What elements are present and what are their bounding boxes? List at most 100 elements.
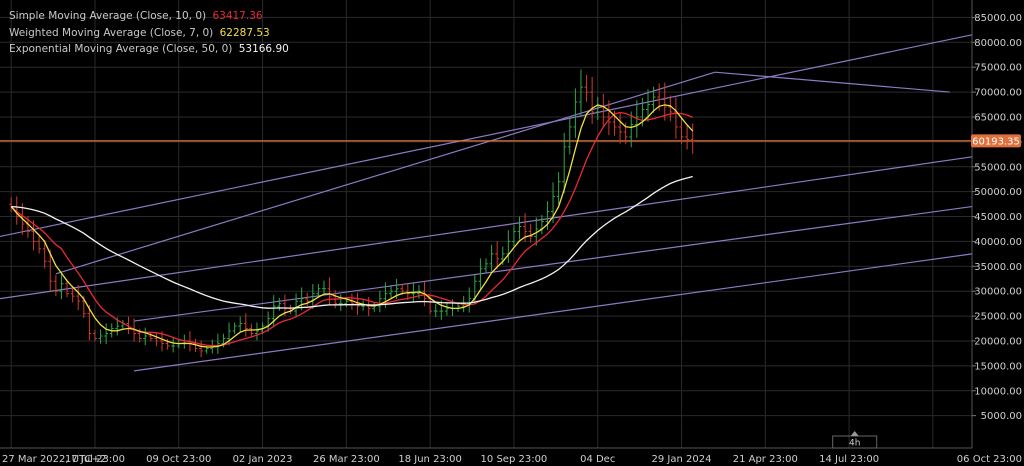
price-bar xyxy=(506,230,511,263)
price-bar xyxy=(87,305,92,341)
price-bar xyxy=(9,197,14,213)
trendline-descending-line[interactable] xyxy=(714,71,950,93)
price-bar xyxy=(377,290,382,313)
price-bar xyxy=(511,225,516,247)
price-bar xyxy=(232,322,237,334)
x-tick-label: 14 Jul 23:00 xyxy=(819,454,879,465)
y-tick-label: 40000.00 xyxy=(974,237,1022,248)
legend-ema-value: 53166.90 xyxy=(238,43,289,55)
x-tick-label: 21 Apr 23:00 xyxy=(733,454,798,465)
y-tick-label: 5000.00 xyxy=(981,411,1022,422)
y-tick-label: 35000.00 xyxy=(974,262,1022,273)
price-bar xyxy=(439,300,444,320)
y-tick-label: 45000.00 xyxy=(974,212,1022,223)
series-line-wma xyxy=(10,104,694,348)
price-bar xyxy=(65,279,69,298)
price-bar xyxy=(76,285,81,311)
price-bar xyxy=(42,240,47,269)
price-bar xyxy=(294,293,299,318)
x-tick-label: 02 Jan 2023 xyxy=(233,454,293,465)
trendline-upper-channel[interactable] xyxy=(0,34,973,238)
price-bar xyxy=(327,277,332,306)
price-bar xyxy=(271,295,276,328)
caret-up-icon xyxy=(850,431,859,436)
price-bar xyxy=(255,322,259,341)
legend-ema-label: Exponential Moving Average (Close, 50, 0… xyxy=(9,43,233,55)
price-bar xyxy=(562,132,567,193)
legend-wma-value: 62287.53 xyxy=(219,26,270,39)
x-tick-label: 27 Mar 2022, UTC+2 xyxy=(2,454,106,465)
price-bar xyxy=(59,273,64,300)
price-bar xyxy=(685,124,690,150)
x-tick-label: 10 Sep 23:00 xyxy=(481,454,548,465)
price-bar xyxy=(573,88,578,138)
price-bar xyxy=(690,123,695,154)
price-bar xyxy=(405,283,410,301)
trendline-lower-channel[interactable] xyxy=(133,253,973,372)
price-bar xyxy=(98,329,103,344)
legend-ema[interactable]: Exponential Moving Average (Close, 50, 0… xyxy=(9,41,289,58)
price-bar xyxy=(489,244,494,272)
price-bar xyxy=(322,280,326,296)
x-tick-label: 06 Oct 23:00 xyxy=(957,454,1022,465)
price-bar xyxy=(679,117,684,145)
x-tick-label: 04 Dec xyxy=(580,454,615,465)
price-bar xyxy=(70,285,75,303)
x-tick-label: 17 Jul 23:00 xyxy=(65,454,125,465)
timeframe-label: 4h xyxy=(849,439,860,449)
y-tick-label: 65000.00 xyxy=(974,112,1022,123)
price-bar xyxy=(556,172,561,205)
price-bar xyxy=(389,284,393,299)
price-bar xyxy=(154,332,159,347)
y-tick-label: 50000.00 xyxy=(974,187,1022,198)
indicator-legend: Simple Moving Average (Close, 10, 0) 634… xyxy=(9,8,289,58)
timeframe-badge[interactable]: 4h xyxy=(832,431,878,449)
legend-wma-label: Weighted Moving Average (Close, 7, 0) xyxy=(9,26,214,39)
price-bar xyxy=(171,337,176,353)
price-bar xyxy=(595,97,600,121)
y-tick-label: 20000.00 xyxy=(974,336,1022,347)
price-bar xyxy=(288,304,293,315)
price-bar xyxy=(433,303,438,318)
x-tick-label: 29 Jan 2024 xyxy=(652,454,712,465)
legend-sma[interactable]: Simple Moving Average (Close, 10, 0) 634… xyxy=(9,8,289,25)
y-tick-label: 30000.00 xyxy=(974,287,1022,298)
price-bar xyxy=(444,302,449,316)
series-line-ema xyxy=(11,175,693,309)
price-bar xyxy=(673,97,678,139)
price-bar xyxy=(37,235,42,254)
y-tick-label: 55000.00 xyxy=(974,162,1022,173)
price-bar xyxy=(517,216,522,240)
trendline-middle-lower-channel[interactable] xyxy=(133,205,973,322)
price-bar xyxy=(193,338,198,353)
trendline-middle-upper-channel[interactable] xyxy=(0,156,973,300)
trendline-short-upper-channel[interactable] xyxy=(55,71,716,275)
x-tick-label: 26 Mar 23:00 xyxy=(313,454,380,465)
price-tag[interactable] xyxy=(971,134,1021,148)
trendlines[interactable] xyxy=(0,34,973,372)
price-bar xyxy=(478,258,483,290)
y-tick-label: 10000.00 xyxy=(974,386,1022,397)
y-tick-label: 15000.00 xyxy=(974,361,1022,372)
legend-wma[interactable]: Weighted Moving Average (Close, 7, 0) 62… xyxy=(9,25,289,42)
price-tag-label: 60193.35 xyxy=(972,136,1020,147)
price-bar xyxy=(534,217,539,246)
price-bar xyxy=(148,332,153,342)
price-bar xyxy=(484,258,488,274)
price-bar xyxy=(238,316,243,332)
price-bar xyxy=(215,333,220,354)
price-bar xyxy=(539,214,544,235)
price-bar xyxy=(316,284,321,298)
price-bar xyxy=(584,74,589,102)
y-tick-label: 85000.00 xyxy=(974,13,1022,24)
price-bar xyxy=(355,292,360,315)
price-bar xyxy=(662,82,667,121)
legend-sma-value: 63417.36 xyxy=(212,10,263,22)
x-axis: 27 Mar 2022, UTC+217 Jul 23:00 09 Oct 23:… xyxy=(2,454,1022,465)
price-bar xyxy=(53,275,58,297)
price-bar xyxy=(93,330,97,342)
y-tick-label: 25000.00 xyxy=(974,312,1022,323)
price-bar xyxy=(567,117,572,155)
